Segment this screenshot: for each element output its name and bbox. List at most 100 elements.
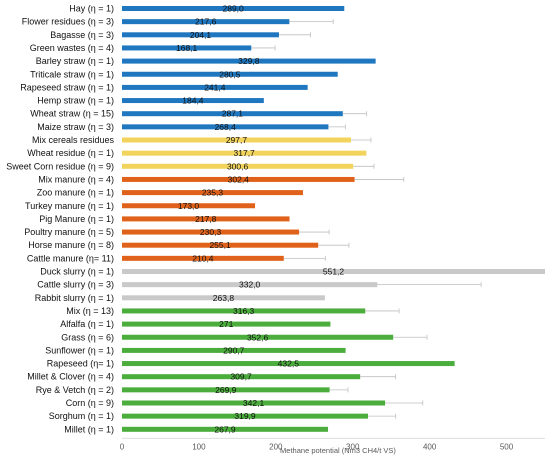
bar (122, 216, 290, 222)
bar (122, 242, 319, 248)
category-label: Rye & Vetch (η = 2) (36, 385, 114, 395)
category-label: Green wastes (η = 4) (30, 43, 114, 53)
bar (122, 203, 256, 209)
category-label: Zoo manure (η = 1) (37, 188, 114, 198)
data-label: 332,0 (239, 280, 261, 290)
category-label: Mix (η = 13) (66, 306, 114, 316)
bar (122, 321, 331, 327)
category-label: Cattle slurry (η = 3) (37, 280, 114, 290)
bar (122, 176, 355, 182)
data-label: 230,3 (200, 227, 222, 237)
category-label: Barley straw (η = 1) (36, 56, 114, 66)
data-label: 184,4 (182, 96, 204, 106)
category-label: Turkey manure (η = 1) (25, 201, 114, 211)
category-label: Maize straw (η = 3) (37, 122, 114, 132)
data-label: 316,3 (233, 306, 255, 316)
category-label: Duck slurry (η = 1) (40, 267, 114, 277)
data-label: 217,6 (195, 17, 217, 27)
bar (122, 269, 545, 274)
data-label: 432,5 (278, 359, 300, 369)
category-label: Triticale straw (η = 1) (30, 69, 114, 79)
data-label: 269,9 (215, 385, 237, 395)
x-tick-label: 300 (346, 442, 360, 451)
x-tick-label: 200 (269, 442, 283, 451)
bars-layer (122, 6, 545, 432)
category-label: Wheat straw (η = 15) (30, 109, 114, 119)
bar (122, 295, 325, 301)
category-label: Hay (η = 1) (69, 4, 114, 14)
category-label: Sweet Corn residue (η = 9) (6, 161, 114, 171)
category-label: Rapeseed (η= 1) (47, 359, 114, 369)
data-label: 280,5 (219, 69, 241, 79)
labels-layer: Hay (η = 1) 289,0 Flower residues (η = 3) 2… (6, 4, 344, 435)
data-label: 302,4 (228, 174, 250, 184)
data-label: 268,4 (215, 122, 237, 132)
data-label: 263,8 (213, 293, 235, 303)
x-tick-label: 500 (500, 442, 514, 451)
category-label: Alfalfa (η = 1) (60, 319, 114, 329)
x-tick-label: 100 (192, 442, 206, 451)
bar (122, 6, 345, 11)
x-axis-title: Methane potential (Nm3 CH4/t VS) (280, 446, 396, 455)
data-label: 204,1 (190, 30, 212, 40)
category-label: Corn (η = 9) (66, 398, 114, 408)
bar (122, 400, 386, 406)
data-label: 300,6 (227, 161, 249, 171)
category-label: Millet & Clover (η = 4) (27, 372, 114, 382)
category-label: Cattle manure (η= 11) (27, 253, 114, 263)
bar (122, 282, 378, 288)
x-tick-label: 0 (120, 442, 125, 451)
category-label: Hemp straw (η = 1) (37, 96, 114, 106)
bar (122, 71, 338, 77)
data-label: 217,8 (195, 214, 217, 224)
data-label: 297,7 (226, 135, 248, 145)
bar (122, 374, 361, 380)
category-label: Rapeseed straw (η = 1) (20, 82, 114, 92)
category-label: Wheat residue (η = 1) (27, 148, 114, 158)
data-label: 352,6 (247, 332, 269, 342)
category-label: Millet (η = 1) (64, 424, 114, 434)
category-label: Horse manure (η = 8) (28, 240, 114, 250)
bar (122, 124, 329, 130)
data-label: 342,1 (243, 398, 265, 408)
bar (122, 361, 455, 367)
bar (122, 308, 366, 314)
bar (122, 137, 351, 143)
bar (122, 426, 329, 432)
data-label: 210,4 (192, 253, 214, 263)
bar (122, 413, 369, 419)
data-label: 168,1 (176, 43, 198, 53)
category-label: Mix cereals residues (32, 135, 115, 145)
bar (122, 111, 343, 117)
bar (122, 229, 300, 235)
category-label: Bagasse (η = 3) (50, 30, 114, 40)
data-label: 271 (219, 319, 233, 329)
data-label: 173,0 (178, 201, 200, 211)
data-label: 329,8 (238, 56, 260, 66)
data-label: 289,0 (222, 4, 244, 14)
error-bars-layer (251, 19, 482, 419)
category-label: Mix manure (η = 4) (38, 174, 114, 184)
data-label: 267,9 (214, 424, 236, 434)
bar (122, 190, 303, 196)
data-label: 551,2 (323, 267, 345, 277)
category-label: Sunflower (η = 1) (45, 345, 114, 355)
category-label: Sorghum (η = 1) (49, 411, 114, 421)
data-label: 235,3 (202, 188, 224, 198)
bar (122, 84, 308, 90)
bar (122, 163, 354, 169)
data-label: 309,7 (230, 372, 252, 382)
x-tick-label: 400 (423, 442, 437, 451)
data-label: 287,1 (222, 109, 244, 119)
category-label: Rabbit slurry (η = 1) (35, 293, 114, 303)
bar (122, 255, 284, 261)
bar (122, 19, 290, 25)
bar (122, 347, 346, 353)
bar (122, 98, 264, 104)
data-label: 319,9 (234, 411, 256, 421)
category-label: Grass (η = 6) (61, 332, 114, 342)
category-label: Pig Manure (η = 1) (39, 214, 114, 224)
category-label: Flower residues (η = 3) (22, 17, 114, 27)
